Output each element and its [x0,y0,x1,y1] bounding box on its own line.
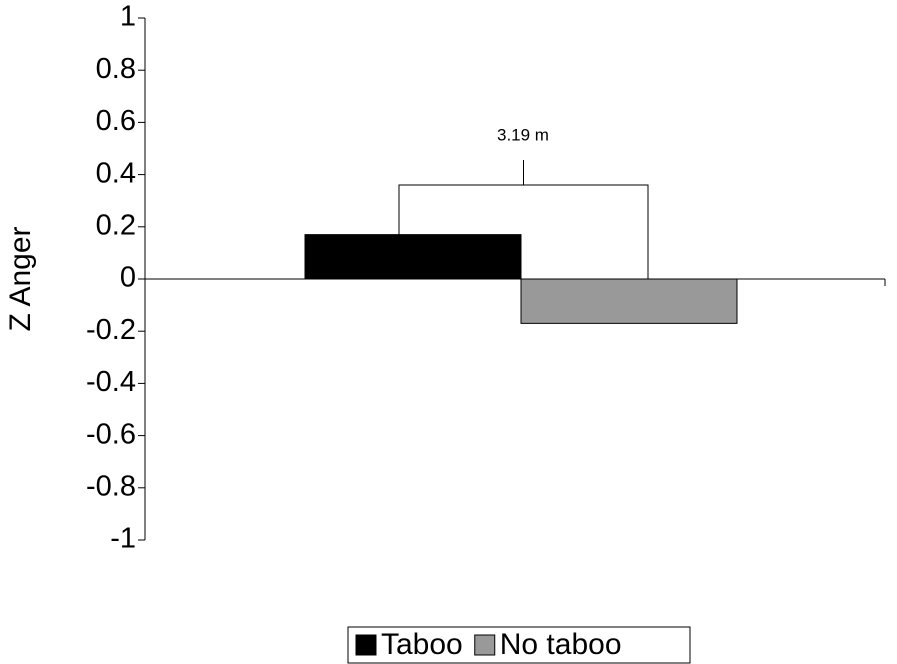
y-tick-label: 0 [120,262,136,294]
y-tick-label: -1 [110,523,136,555]
legend-box [347,626,691,664]
y-axis-label: Z Anger [4,226,37,331]
y-tick-label: -0.8 [86,470,136,502]
y-tick-label: -0.6 [86,418,136,450]
legend-swatch [474,634,496,656]
y-tick-label: 0.2 [96,209,136,241]
legend-swatch [355,634,377,656]
y-tick-label: 0.8 [96,53,136,85]
bar [304,234,522,280]
y-tick-label: 1 [120,1,136,33]
bracket [398,160,649,279]
y-tick-label: -0.4 [86,366,136,398]
y-tick-label: 0.4 [96,157,136,189]
legend-label: No taboo [500,628,622,661]
y-tick-label: -0.2 [86,314,136,346]
annotation: 3.19 m [497,125,549,144]
legend-label: Taboo [381,628,463,661]
y-tick-label: 0.6 [96,105,136,137]
bar [520,278,738,324]
